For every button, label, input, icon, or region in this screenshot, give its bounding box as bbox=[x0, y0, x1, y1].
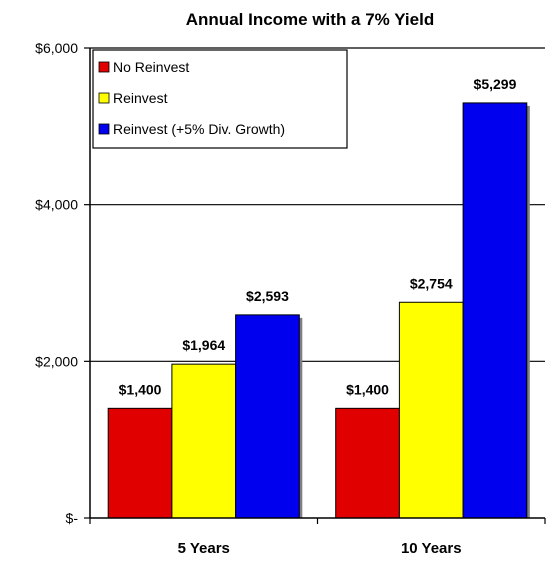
legend: No Reinvest Reinvest Reinvest (+5% Div. Gr… bbox=[92, 49, 348, 149]
bar bbox=[462, 102, 528, 519]
data-labels: $1,400 $1,964 $2,593 $1,400 $2,754 $5,299 bbox=[119, 76, 517, 397]
category-label: 10 Years bbox=[401, 540, 462, 557]
y-tick-label: $4,000 bbox=[35, 197, 78, 213]
y-tick-labels: $- $2,000 $4,000 $6,000 bbox=[35, 40, 78, 526]
legend-label: Reinvest (+5% Div. Growth) bbox=[113, 121, 285, 137]
bar bbox=[335, 407, 400, 519]
legend-label: No Reinvest bbox=[113, 59, 189, 75]
bars bbox=[107, 102, 530, 519]
axes bbox=[84, 47, 546, 524]
bar bbox=[398, 301, 464, 519]
legend-label: Reinvest bbox=[113, 90, 168, 106]
y-tick-label: $2,000 bbox=[35, 353, 78, 369]
y-tick-label: $6,000 bbox=[35, 40, 78, 56]
legend-swatch bbox=[98, 92, 110, 104]
legend-box bbox=[92, 49, 348, 149]
data-label: $1,400 bbox=[346, 381, 389, 397]
data-label: $5,299 bbox=[474, 76, 517, 92]
y-tick-label: $- bbox=[66, 510, 79, 526]
bar bbox=[235, 314, 300, 519]
data-label: $1,964 bbox=[182, 337, 225, 353]
data-label: $2,593 bbox=[246, 288, 289, 304]
chart-title: Annual Income with a 7% Yield bbox=[186, 10, 434, 29]
bar bbox=[171, 363, 237, 519]
legend-swatch bbox=[98, 123, 110, 135]
data-label: $2,754 bbox=[410, 275, 453, 291]
bar bbox=[107, 407, 173, 519]
data-label: $1,400 bbox=[119, 381, 162, 397]
category-label: 5 Years bbox=[178, 540, 230, 557]
category-labels: 5 Years 10 Years bbox=[178, 540, 462, 557]
legend-swatch bbox=[98, 61, 110, 73]
